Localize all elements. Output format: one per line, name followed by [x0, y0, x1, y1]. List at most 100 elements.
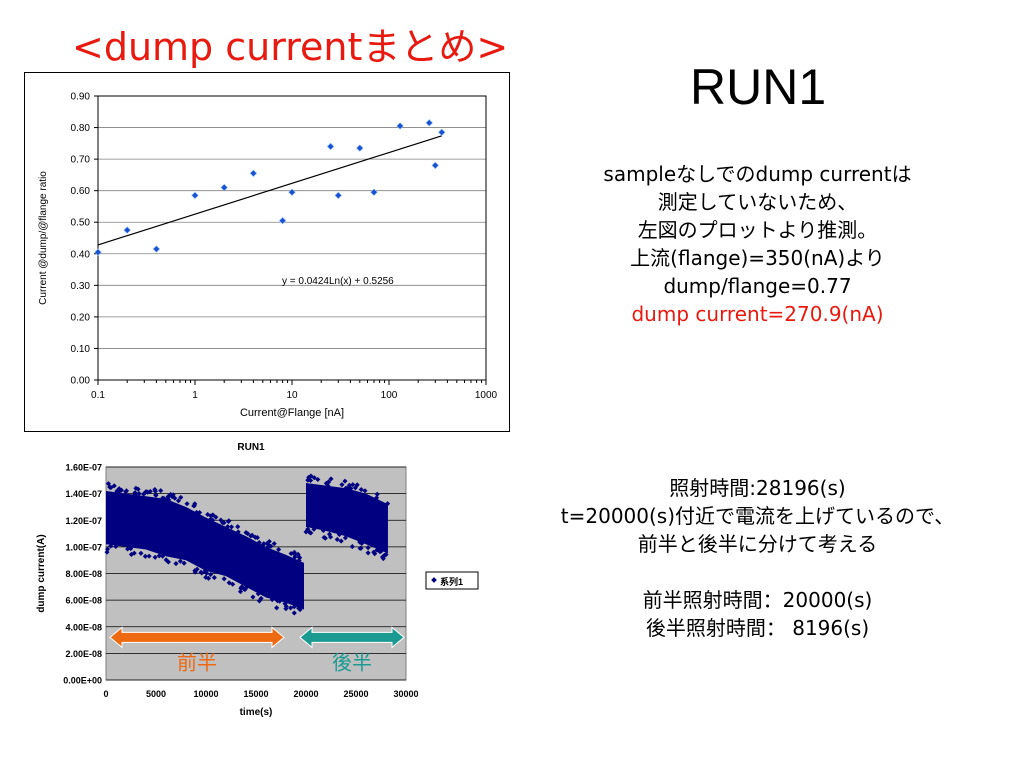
period-arrow	[299, 626, 405, 649]
time-series-chart: RUN1 前半 後半 0.00E+00 2.00E-08 4.00E-08 6.00E-…	[36, 442, 479, 718]
y-tick-label: 1.20E-07	[65, 516, 102, 526]
data-point	[221, 576, 227, 582]
series-band	[346, 488, 366, 545]
data-point	[94, 248, 102, 256]
chart-frame	[24, 72, 510, 432]
data-point	[438, 128, 446, 136]
data-point	[288, 188, 296, 196]
series-band	[106, 490, 126, 547]
data-point	[204, 570, 210, 576]
series-band	[166, 498, 186, 561]
data-point	[165, 559, 171, 565]
data-point	[425, 119, 433, 127]
period-arrow	[109, 626, 285, 649]
period-label: 後半	[332, 651, 372, 674]
x-tick-label: 20000	[293, 689, 318, 699]
x-tick-label: 10000	[193, 689, 218, 699]
data-point	[205, 575, 212, 581]
legend-marker	[431, 577, 437, 583]
data-point	[396, 122, 404, 130]
y-tick-label: 0.60	[71, 186, 91, 197]
x-tick-label: 0	[103, 689, 108, 699]
data-point	[315, 476, 321, 483]
x-tick-label: 30000	[393, 689, 418, 699]
note-line: 前半と後半に分けて考える	[637, 532, 878, 556]
notes-top: sampleなしでのdump currentは 測定していないため、 左図のプロ…	[520, 160, 995, 328]
note-line: 前半照射時間：20000(s)	[642, 588, 873, 612]
series-band	[206, 517, 226, 577]
y-tick-label: 0.20	[71, 312, 91, 323]
run-title: RUN1	[690, 59, 827, 115]
data-point	[220, 183, 228, 192]
note-line: t=20000(s)付近で電流を上げているので、	[560, 504, 955, 528]
x-tick-label: 0.1	[91, 390, 105, 401]
y-tick-label: 0.00E+00	[63, 676, 102, 686]
data-point	[334, 191, 342, 200]
y-tick-label: 1.00E-07	[65, 542, 102, 552]
y-tick-label: 6.00E-08	[65, 596, 102, 606]
x-tick-label: 100	[381, 390, 398, 401]
y-tick-label: 4.00E-08	[65, 622, 102, 632]
series-band	[246, 536, 266, 598]
data-point	[191, 191, 199, 200]
y-tick-label: 8.00E-08	[65, 569, 102, 579]
data-point	[356, 144, 364, 152]
data-point	[196, 510, 203, 516]
data-point	[213, 514, 219, 520]
note-line: dump/flange=0.77	[663, 274, 852, 298]
legend-label: 系列1	[440, 576, 463, 587]
series-band	[306, 482, 326, 531]
data-point	[325, 483, 331, 489]
data-point	[184, 501, 190, 507]
data-point	[152, 245, 161, 253]
note-line: 後半照射時間： 8196(s)	[645, 616, 870, 640]
series-band	[146, 496, 166, 557]
series-band	[286, 554, 304, 610]
y-tick-label: 1.60E-07	[65, 463, 102, 473]
series-band	[186, 506, 206, 571]
data-point	[336, 532, 342, 538]
y-axis-label: Current @dump/@flange ratio	[38, 171, 49, 305]
data-point	[194, 509, 200, 515]
x-axis-label: Current@Flange [nA]	[240, 407, 344, 419]
y-tick-label: 2.00E-08	[65, 649, 102, 659]
note-spacer	[520, 558, 995, 586]
slide-title: <dump currentまとめ>	[72, 25, 509, 69]
chart-title: RUN1	[237, 442, 265, 453]
y-axis-label: dump current(A)	[36, 534, 47, 612]
y-tick-label: 0.80	[71, 123, 91, 134]
data-point	[303, 529, 309, 535]
note-line: 照射時間:28196(s)	[669, 476, 846, 500]
x-tick-label: 25000	[343, 689, 368, 699]
data-point	[352, 485, 358, 491]
y-tick-label: 0.70	[71, 155, 91, 166]
x-tick-label: 1	[192, 390, 198, 401]
y-tick-label: 0.30	[71, 281, 91, 292]
x-axis-label: time(s)	[240, 707, 273, 718]
data-point	[292, 554, 298, 560]
period-label: 前半	[177, 651, 217, 674]
note-line: 測定していないため、	[657, 190, 858, 214]
data-point	[342, 478, 348, 484]
data-point	[249, 169, 258, 177]
note-result: dump current=270.9(nA)	[631, 302, 884, 326]
data-point	[152, 554, 158, 560]
y-tick-label: 0.40	[71, 249, 91, 260]
data-point	[136, 491, 142, 497]
data-point	[359, 540, 365, 546]
series-band	[326, 485, 346, 537]
data-point	[238, 585, 244, 591]
x-tick-label: 10	[286, 390, 298, 401]
data-point	[292, 551, 298, 557]
y-tick-label: 0.90	[71, 92, 91, 103]
data-point	[111, 483, 117, 489]
series-band	[226, 526, 246, 587]
x-tick-label: 5000	[146, 689, 166, 699]
data-point	[278, 216, 287, 225]
ratio-scatter-chart: 0.00 0.10 0.20 0.30 0.40 0.50 0.60 0.70 0.80 0.90…	[24, 72, 510, 432]
data-point	[288, 550, 294, 557]
series-band	[366, 493, 388, 554]
data-point	[145, 489, 151, 495]
data-point	[175, 498, 182, 504]
data-point	[326, 142, 335, 151]
